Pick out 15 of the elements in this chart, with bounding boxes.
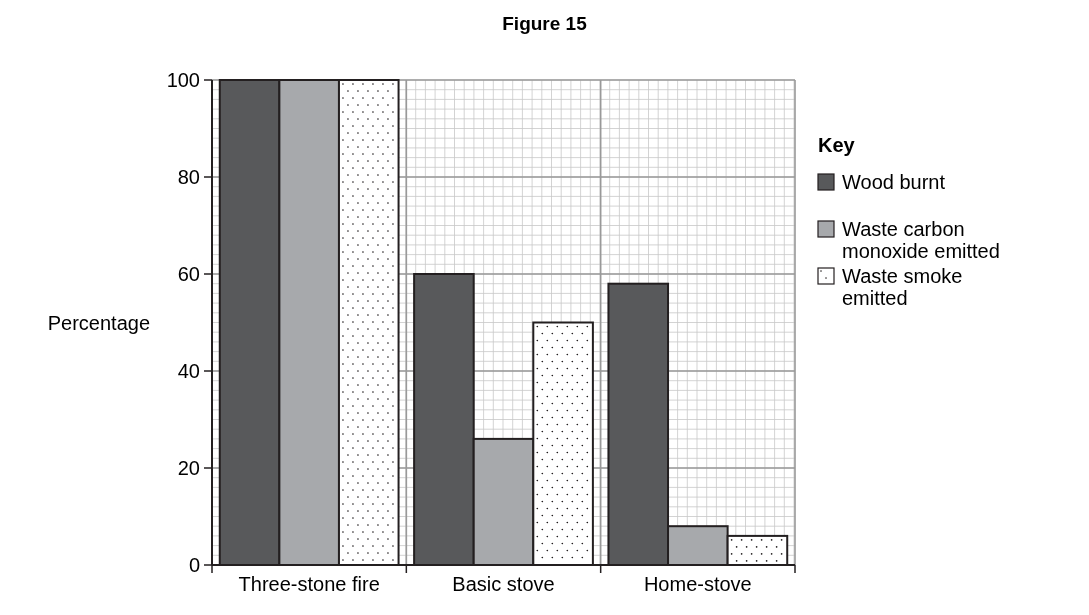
legend-label: Wood burnt <box>842 171 946 193</box>
y-axis-title: Percentage <box>47 311 150 334</box>
legend-label: Waste carbon monoxide emitted <box>842 218 1000 262</box>
y-tick-label: 40 <box>177 360 200 382</box>
y-tick-label: 80 <box>177 166 200 188</box>
y-tick-label: 0 <box>188 554 200 576</box>
x-tick-label: Home-stove <box>643 573 752 595</box>
legend-label: Waste smoke emitted <box>842 265 963 309</box>
chart-title: Figure 15 <box>502 13 588 34</box>
x-tick-label: Three-stone fire <box>238 573 380 595</box>
x-tick-label: Basic stove <box>452 573 555 595</box>
y-tick-label: 60 <box>177 263 200 285</box>
legend-title: Key <box>818 134 856 156</box>
y-tick-label: 20 <box>177 457 200 479</box>
y-tick-label: 100 <box>166 69 200 91</box>
